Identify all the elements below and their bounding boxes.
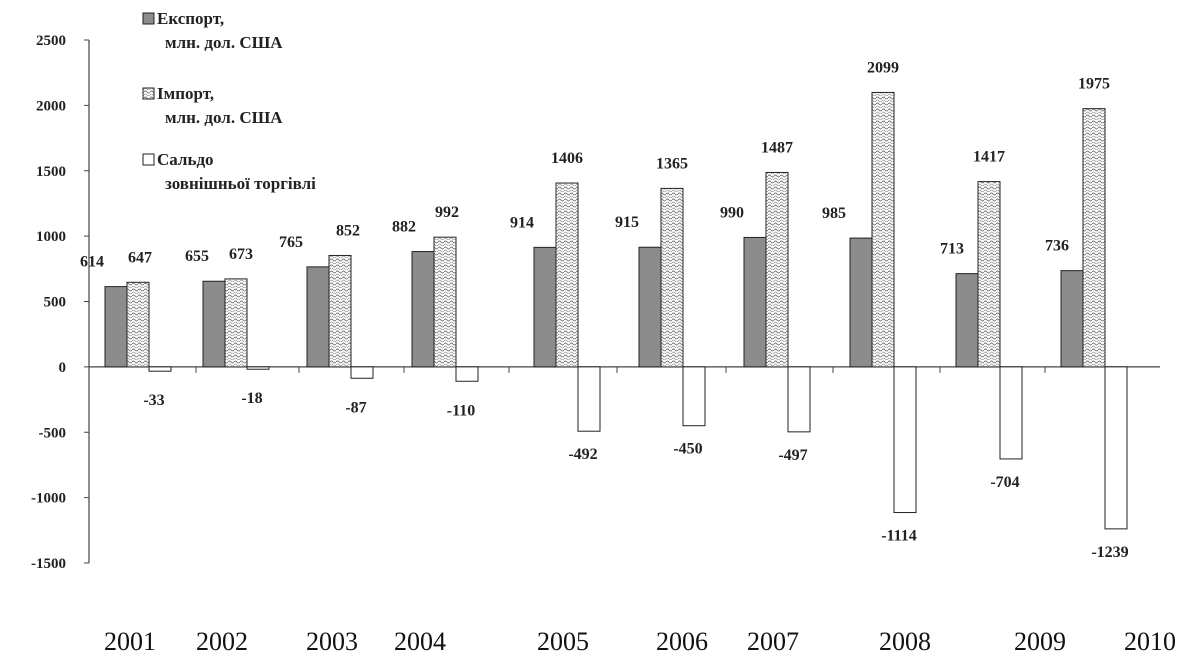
import-value-label: 1487	[761, 139, 793, 156]
export-bar	[955, 273, 979, 368]
x-category-label: 2003	[306, 627, 358, 656]
legend-swatch	[142, 87, 155, 100]
export-bar	[743, 236, 767, 368]
legend-label: зовнішньої торгівлі	[165, 174, 316, 193]
import-value-label: 673	[229, 246, 253, 263]
balance-bar	[787, 366, 811, 433]
export-value-label: 914	[510, 214, 534, 231]
import-bar	[660, 187, 684, 368]
y-tick-label: -500	[39, 425, 67, 441]
y-tick-label: 500	[44, 295, 67, 311]
balance-bar	[1104, 366, 1128, 530]
y-tick-label: 1500	[36, 164, 66, 180]
x-category-label: 2008	[879, 627, 931, 656]
export-bar	[533, 246, 557, 368]
export-bar	[411, 251, 435, 368]
export-bar	[202, 280, 226, 368]
import-bar	[224, 278, 248, 368]
balance-bar	[999, 366, 1023, 460]
legend-label: Сальдо	[157, 150, 214, 169]
balance-value-label: -87	[345, 399, 366, 416]
export-bar	[306, 266, 330, 368]
balance-bar	[577, 366, 601, 432]
import-value-label: 1406	[551, 150, 583, 167]
import-value-label: 852	[336, 222, 360, 239]
export-bar	[849, 237, 873, 368]
legend-label: млн. дол. США	[165, 33, 283, 52]
balance-bar	[893, 366, 917, 514]
x-category-label: 2010	[1124, 627, 1176, 656]
y-tick-label: 0	[59, 360, 67, 376]
export-bar	[1060, 270, 1084, 368]
balance-value-label: -497	[778, 447, 807, 464]
y-tick-label: 1000	[36, 229, 66, 245]
x-category-label: 2004	[394, 627, 446, 656]
balance-value-label: -18	[241, 390, 262, 407]
import-value-label: 1417	[973, 149, 1005, 166]
x-category-label: 2001	[104, 627, 156, 656]
import-bar	[555, 182, 579, 368]
import-bar	[765, 171, 789, 368]
legend-label: млн. дол. США	[165, 108, 283, 127]
import-bar	[1082, 108, 1106, 368]
import-bar	[328, 254, 352, 368]
y-tick-label: -1500	[31, 556, 66, 572]
import-value-label: 1365	[656, 155, 688, 172]
export-value-label: 985	[822, 205, 846, 222]
balance-value-label: -1239	[1091, 544, 1128, 561]
import-bar	[126, 281, 150, 368]
legend-swatch	[142, 153, 155, 166]
y-tick-label: 2000	[36, 98, 66, 114]
balance-value-label: -492	[568, 446, 597, 463]
legend-swatch	[142, 12, 155, 25]
export-bar	[638, 246, 662, 368]
balance-value-label: -1114	[881, 528, 917, 545]
legend: Експорт, млн. дол. США Імпорт, млн. дол. СШ…	[142, 9, 316, 193]
x-category-label: 2006	[656, 627, 708, 656]
export-value-label: 990	[720, 204, 744, 221]
balance-value-label: -450	[673, 441, 702, 458]
x-category-label: 2009	[1014, 627, 1066, 656]
legend-label: Експорт,	[157, 9, 224, 28]
import-value-label: 2099	[867, 59, 899, 76]
x-category-label: 2005	[537, 627, 589, 656]
import-value-label: 647	[128, 249, 152, 266]
import-bar	[977, 181, 1001, 368]
export-value-label: 614	[80, 254, 104, 271]
balance-bar	[682, 366, 706, 427]
x-category-label: 2007	[747, 627, 799, 656]
balance-bar	[246, 366, 270, 370]
balance-value-label: -33	[143, 392, 164, 409]
balance-bar	[455, 366, 479, 382]
export-value-label: 713	[940, 241, 964, 258]
export-value-label: 655	[185, 248, 209, 265]
export-value-label: 765	[279, 234, 303, 251]
legend-label: Імпорт,	[157, 84, 214, 103]
import-bar	[871, 91, 895, 368]
import-bar	[433, 236, 457, 368]
balance-value-label: -704	[990, 474, 1019, 491]
data-labels-layer: 614 647 -33 2001 655 673 -18 2002 765 852 -87 2003 8…	[80, 59, 1176, 656]
export-bar	[104, 286, 128, 368]
export-value-label: 882	[392, 219, 416, 236]
y-tick-label: -1000	[31, 491, 66, 507]
balance-value-label: -110	[447, 402, 475, 419]
import-value-label: 1975	[1078, 76, 1110, 93]
balance-bar	[148, 366, 172, 372]
y-tick-label: 2500	[36, 33, 66, 49]
balance-bar	[350, 366, 374, 379]
export-value-label: 736	[1045, 238, 1069, 255]
export-value-label: 915	[615, 214, 639, 231]
bars-layer	[104, 91, 1128, 530]
import-value-label: 992	[435, 204, 459, 221]
x-category-label: 2002	[196, 627, 248, 656]
